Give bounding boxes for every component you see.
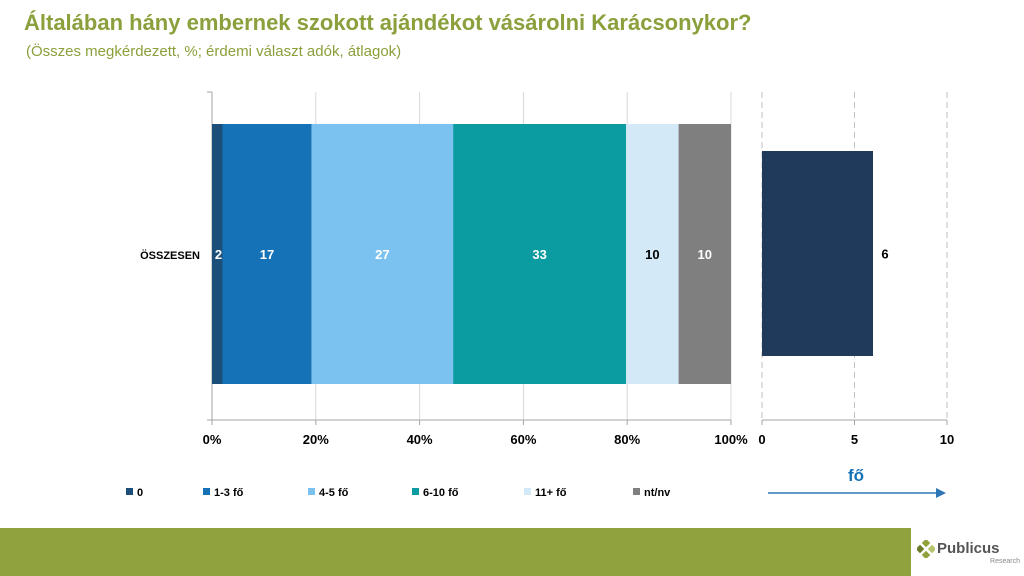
data-label: 17 — [260, 247, 274, 262]
chart-subtitle: (Összes megkérdezett, %; érdemi választ … — [26, 43, 402, 60]
legend-label: 0 — [137, 487, 143, 499]
unit-label: fő — [848, 466, 864, 485]
publicus-logo: Publicus Research — [911, 528, 1024, 576]
legend-label: 4-5 fő — [319, 487, 349, 499]
legend-swatch — [524, 488, 531, 495]
arrow-head-icon — [936, 488, 946, 498]
bar-segment — [311, 124, 454, 384]
legend-label: 6-10 fő — [423, 487, 459, 499]
tick-label: 10 — [940, 432, 954, 447]
category-label: ÖSSZESEN — [140, 249, 200, 262]
legend-swatch — [126, 488, 133, 495]
publicus-logo-icon — [917, 540, 935, 558]
data-label: 10 — [698, 247, 712, 262]
average-bar — [762, 151, 873, 356]
tick-label: 60% — [510, 432, 536, 447]
logo-sub: Research — [990, 558, 1020, 565]
tick-label: 80% — [614, 432, 640, 447]
bar-segment — [678, 124, 731, 384]
bar-segment — [453, 124, 627, 384]
tick-label: 40% — [407, 432, 433, 447]
tick-label: 0% — [203, 432, 222, 447]
bar-segment — [222, 124, 312, 384]
footer-bar: Publicus Research — [0, 528, 1024, 576]
data-label: 33 — [532, 247, 546, 262]
tick-label: 0 — [758, 432, 765, 447]
bar-segment — [626, 124, 679, 384]
tick-label: 100% — [714, 432, 748, 447]
data-label: 27 — [375, 247, 389, 262]
chart-area: 2 17 27 33 10 10 ÖSSZESEN 0% 20% 40% 60% 80% 100% 0 1-… — [126, 91, 954, 499]
legend-swatch — [412, 488, 419, 495]
data-label: 6 — [881, 247, 888, 262]
legend-label: 1-3 fő — [214, 487, 244, 499]
data-label: 2 — [215, 247, 222, 262]
chart-title: Általában hány embernek szokott ajándéko… — [24, 10, 752, 35]
tick-label: 20% — [303, 432, 329, 447]
data-label: 10 — [645, 247, 659, 262]
bar-segment — [212, 124, 223, 384]
legend-swatch — [633, 488, 640, 495]
tick-label: 5 — [851, 432, 858, 447]
legend-swatch — [308, 488, 315, 495]
logo-name: Publicus — [937, 540, 1000, 557]
legend-label: nt/nv — [644, 487, 671, 499]
legend-label: 11+ fő — [535, 487, 567, 499]
legend-swatch — [203, 488, 210, 495]
